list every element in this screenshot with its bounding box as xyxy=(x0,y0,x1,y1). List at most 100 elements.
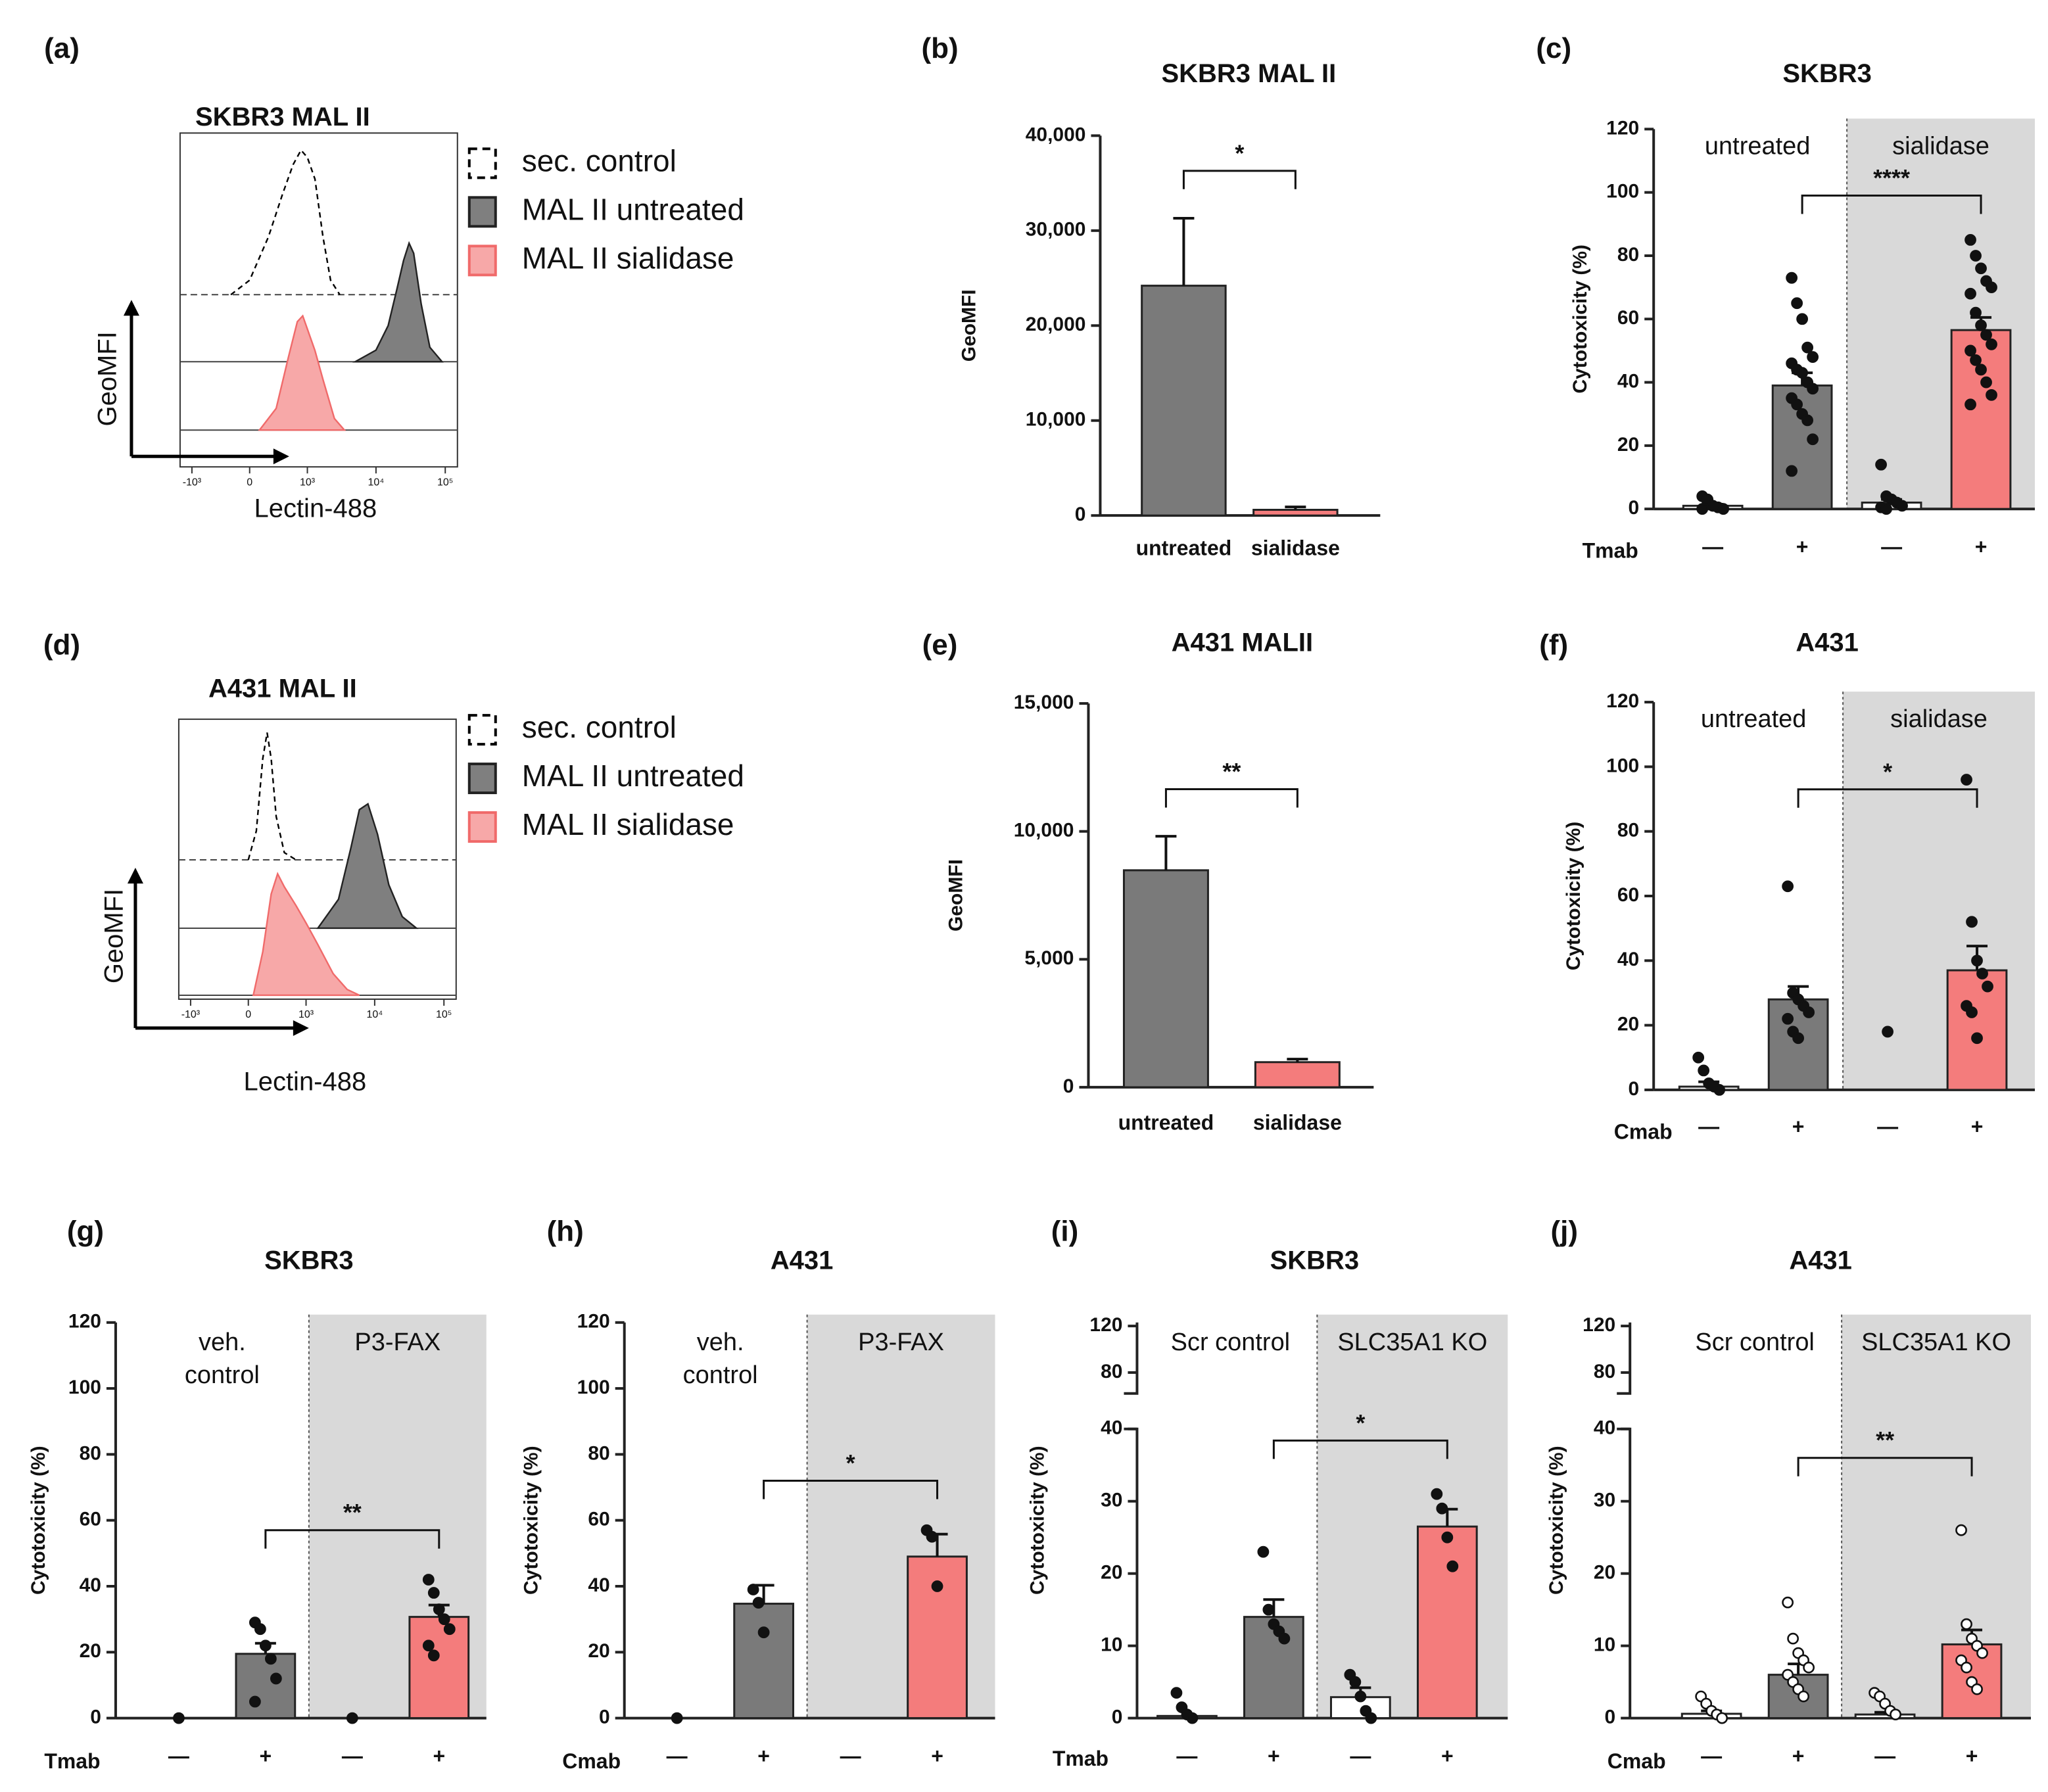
region-label: P3-FAX xyxy=(354,1329,441,1356)
y-tick-label: 10 xyxy=(1594,1634,1615,1656)
y-axis-label: GeoMFI xyxy=(958,289,980,362)
data-point xyxy=(1980,329,1992,341)
y-tick-label: 120 xyxy=(1606,690,1639,712)
x-tick-label: + xyxy=(1971,1114,1984,1138)
treatment-label: Tmab xyxy=(44,1749,100,1773)
region-label: Scr control xyxy=(1171,1329,1290,1356)
treatment-label: Tmab xyxy=(1583,539,1638,563)
data-point xyxy=(1976,968,1988,979)
y-tick-label: 60 xyxy=(1617,307,1639,329)
data-point xyxy=(264,1653,277,1665)
x-tick-label: + xyxy=(1441,1744,1454,1768)
bar xyxy=(1254,1061,1341,1089)
treatment-label: Tmab xyxy=(1053,1747,1108,1770)
x-tick-label: 10³ xyxy=(300,477,316,488)
panel-letter: (j) xyxy=(1550,1215,1578,1247)
data-point xyxy=(1970,354,1982,366)
data-point xyxy=(1278,1632,1291,1645)
y-axis xyxy=(1124,1322,1139,1718)
y-tick-label: 60 xyxy=(80,1509,101,1530)
x-tick-label: — xyxy=(1702,535,1723,559)
x-tick-label: — xyxy=(1176,1744,1197,1768)
region-label: SLC35A1 KO xyxy=(1337,1329,1487,1356)
y-tick-label: 120 xyxy=(1606,117,1639,139)
legend-swatch xyxy=(467,714,497,746)
data-point xyxy=(427,1649,440,1662)
x-tick-label: 0 xyxy=(245,1009,251,1020)
data-point xyxy=(1796,313,1809,325)
data-point xyxy=(1975,319,1987,331)
data-point xyxy=(1791,297,1803,310)
y-tick-label: 60 xyxy=(1617,884,1639,906)
legend-swatch xyxy=(467,245,497,277)
y-tick-label: 120 xyxy=(577,1311,610,1332)
bar xyxy=(1141,285,1227,517)
y-tick-label: 5,000 xyxy=(1024,947,1074,969)
data-point xyxy=(1896,500,1908,512)
chart-title: A431 xyxy=(771,1246,834,1275)
chart-title: SKBR3 xyxy=(264,1246,353,1275)
data-point xyxy=(433,1603,445,1615)
data-point xyxy=(747,1584,759,1595)
data-point xyxy=(1431,1488,1443,1500)
data-point xyxy=(346,1712,358,1724)
significance-label: * xyxy=(1356,1409,1365,1436)
chart-title: SKBR3 xyxy=(1782,59,1871,88)
legend-swatch xyxy=(467,811,497,843)
region-label: sialidase xyxy=(1892,132,1989,160)
data-point xyxy=(1970,250,1982,262)
data-point xyxy=(757,1626,770,1639)
panel-letter: (e) xyxy=(922,629,958,661)
data-point xyxy=(931,1580,943,1592)
significance-bracket xyxy=(763,1480,939,1499)
significance-label: * xyxy=(846,1450,855,1476)
bar xyxy=(1416,1525,1478,1720)
data-point xyxy=(1975,262,1987,275)
legend-label: sec. control xyxy=(522,710,677,744)
y-tick-label: 80 xyxy=(1594,1361,1615,1382)
data-point xyxy=(254,1623,266,1636)
treatment-label: Cmab xyxy=(562,1749,621,1773)
data-point xyxy=(1782,1012,1794,1025)
data-point xyxy=(1980,376,1992,389)
significance-bracket xyxy=(264,1529,441,1549)
y-tick-label: 20,000 xyxy=(1026,314,1086,335)
y-tick-label: 80 xyxy=(588,1442,609,1464)
y-tick-label: 60 xyxy=(588,1509,609,1530)
data-point xyxy=(1696,503,1709,515)
chart-title: SKBR3 xyxy=(1270,1246,1359,1275)
y-tick-label: 120 xyxy=(1583,1314,1615,1336)
data-point xyxy=(671,1712,683,1724)
y-tick-label: 30 xyxy=(1594,1490,1615,1511)
panel-letter: (b) xyxy=(921,32,958,64)
panel-letter: (a) xyxy=(44,32,80,64)
y-tick-label: 30 xyxy=(1101,1490,1122,1511)
data-point xyxy=(1786,271,1798,284)
significance-bracket xyxy=(1272,1439,1448,1459)
data-point xyxy=(1965,287,1976,300)
x-tick-label: + xyxy=(1975,535,1988,559)
x-tick-label: 10³ xyxy=(298,1009,314,1020)
x-tick-label: — xyxy=(1350,1744,1371,1768)
y-tick-label: 40 xyxy=(80,1574,101,1596)
density-curve xyxy=(352,241,444,363)
x-tick-label: 10⁴ xyxy=(367,1009,383,1020)
x-tick-label: sialidase xyxy=(1253,1110,1342,1134)
y-tick-label: 40 xyxy=(1594,1417,1615,1439)
y-axis-label: Cytotoxicity (%) xyxy=(28,1446,49,1595)
y-tick-label: 100 xyxy=(1606,181,1639,202)
data-point xyxy=(1807,383,1819,395)
data-point xyxy=(1807,351,1819,363)
y-axis-label: Cytotoxicity (%) xyxy=(1546,1446,1567,1595)
data-point xyxy=(1975,364,1987,376)
shaded-region xyxy=(1842,1314,2032,1718)
legend-label: MAL II sialidase xyxy=(522,807,734,841)
x-tick-label: sialidase xyxy=(1251,536,1340,560)
y-tick-label: 20 xyxy=(1617,434,1639,456)
data-point xyxy=(1170,1687,1183,1699)
region-label: veh. xyxy=(697,1329,744,1356)
data-point xyxy=(1713,1084,1726,1096)
y-axis xyxy=(1617,1322,1632,1718)
data-point xyxy=(1446,1560,1459,1572)
